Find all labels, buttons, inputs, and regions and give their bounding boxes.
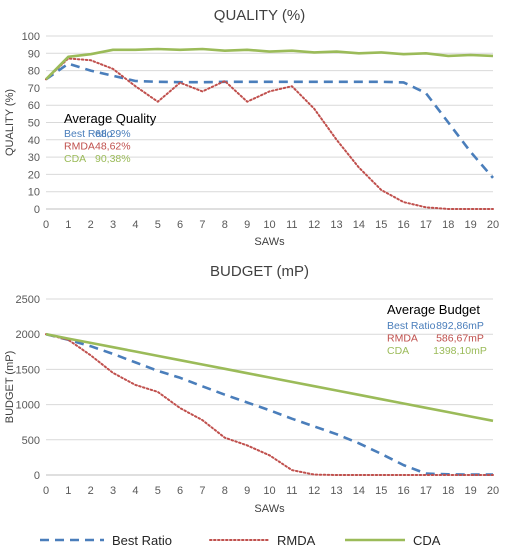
x-tick-label: 11 (286, 219, 297, 231)
series-line-rmda (45, 57, 494, 210)
x-tick-label: 14 (353, 219, 365, 231)
legend-item-cda: CDA (345, 533, 441, 548)
y-tick-label: 100 (22, 31, 40, 43)
x-tick-label: 3 (110, 219, 116, 231)
average-name-cda: CDA (64, 153, 86, 165)
average-name-rmda: RMDA (64, 141, 95, 153)
y-tick-label: 1500 (16, 364, 40, 376)
x-tick-label: 4 (132, 219, 138, 231)
x-tick-label: 9 (244, 219, 250, 231)
y-tick-label: 1000 (16, 400, 40, 412)
y-tick-label: 2000 (16, 329, 40, 341)
x-tick-label: 18 (442, 485, 454, 497)
x-tick-label: 7 (199, 219, 205, 231)
x-tick-label: 4 (132, 485, 138, 497)
x-tick-label: 0 (43, 219, 49, 231)
average-value-cda: 90,38% (95, 153, 131, 165)
x-tick-label: 3 (110, 485, 116, 497)
y-tick-label: 60 (28, 100, 40, 112)
legend: Best Ratio RMDA CDA (40, 533, 441, 548)
average-name-best-ratio: Best Ratio (64, 128, 113, 140)
y-axis-label: QUALITY (%) (4, 89, 16, 156)
x-tick-label: 20 (487, 219, 499, 231)
x-tick-label: 10 (263, 219, 275, 231)
average-title: Average Budget (387, 302, 480, 317)
y-tick-label: 50 (28, 118, 40, 130)
y-tick-label: 500 (22, 435, 40, 447)
x-tick-label: 5 (155, 219, 161, 231)
x-tick-label: 2 (88, 219, 94, 231)
x-tick-label: 19 (465, 485, 477, 497)
y-axis-label: BUDGET (mP) (4, 351, 16, 424)
series-line-cda (45, 47, 494, 81)
x-tick-label: 16 (397, 485, 409, 497)
y-tick-label: 20 (28, 169, 40, 181)
x-tick-label: 17 (420, 219, 432, 231)
x-axis-label: SAWs (254, 503, 285, 515)
average-annotation: Average Budget Best Ratio 892,86mP RMDA 586,… (387, 302, 487, 357)
x-tick-label: 9 (244, 485, 250, 497)
y-tick-label: 70 (28, 83, 40, 95)
x-tick-label: 5 (155, 485, 161, 497)
x-tick-label: 0 (43, 485, 49, 497)
y-tick-label: 40 (28, 135, 40, 147)
x-tick-label: 6 (177, 219, 183, 231)
x-tick-label: 15 (375, 219, 387, 231)
legend-label: CDA (413, 533, 441, 548)
average-value-best-ratio: 892,86mP (436, 320, 484, 332)
average-value-cda: 1398,10mP (433, 345, 487, 357)
legend-item-rmda: RMDA (209, 533, 316, 548)
series-line-best-ratio (45, 332, 493, 476)
x-tick-label: 18 (442, 219, 454, 231)
legend-label: RMDA (277, 533, 316, 548)
series-line-cda (45, 332, 494, 423)
x-tick-label: 13 (330, 485, 342, 497)
average-title: Average Quality (64, 111, 157, 126)
x-tick-label: 2 (88, 485, 94, 497)
y-tick-label: 90 (28, 48, 40, 60)
x-tick-label: 19 (465, 219, 477, 231)
y-tick-label: 10 (28, 187, 40, 199)
x-tick-label: 14 (353, 485, 365, 497)
x-tick-label: 7 (199, 485, 205, 497)
average-value-rmda: 48,62% (95, 141, 131, 153)
x-axis-label: SAWs (254, 236, 285, 248)
x-tick-label: 6 (177, 485, 183, 497)
x-tick-label: 1 (65, 219, 71, 231)
legend-item-best-ratio: Best Ratio (40, 533, 172, 548)
x-tick-label: 17 (420, 485, 432, 497)
y-tick-label: 2500 (16, 294, 40, 306)
average-name-best-ratio: Best Ratio (387, 320, 436, 332)
y-tick-label: 30 (28, 152, 40, 164)
x-tick-label: 20 (487, 485, 499, 497)
x-tick-label: 13 (330, 219, 342, 231)
x-tick-label: 11 (286, 485, 297, 497)
y-tick-label: 0 (34, 204, 40, 216)
average-value-rmda: 586,67mP (436, 333, 484, 345)
x-tick-label: 15 (375, 485, 387, 497)
x-tick-label: 12 (308, 219, 320, 231)
x-tick-label: 8 (222, 485, 228, 497)
x-tick-label: 12 (308, 485, 320, 497)
x-tick-label: 16 (397, 219, 409, 231)
y-tick-label: 0 (34, 470, 40, 482)
y-tick-label: 80 (28, 66, 40, 78)
average-value-best-ratio: 68,29% (95, 128, 131, 140)
legend-label: Best Ratio (112, 533, 172, 548)
series-line-best-ratio (45, 62, 494, 179)
x-tick-label: 8 (222, 219, 228, 231)
average-name-rmda: RMDA (387, 333, 418, 345)
x-tick-label: 10 (263, 485, 275, 497)
chart-title: BUDGET (mP) (210, 263, 309, 280)
x-tick-label: 1 (65, 485, 71, 497)
series-line-rmda (45, 333, 494, 476)
average-name-cda: CDA (387, 345, 409, 357)
chart-title: QUALITY (%) (214, 7, 305, 24)
